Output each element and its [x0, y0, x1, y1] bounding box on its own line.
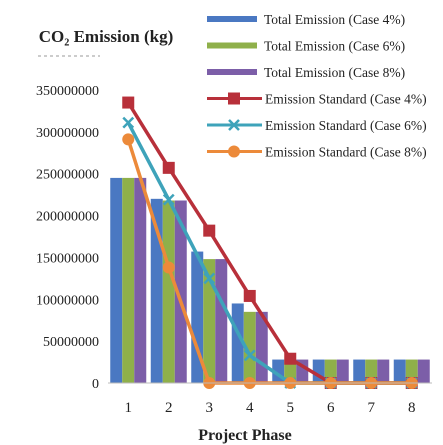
data-point	[122, 96, 135, 109]
data-point	[243, 289, 256, 302]
x-axis-title: Project Phase	[198, 427, 291, 444]
x-tick-label: 4	[246, 400, 254, 416]
legend-label: Total Emission (Case 6%)	[264, 39, 405, 54]
legend-marker	[228, 145, 240, 158]
data-point	[162, 161, 175, 174]
x-tick-label: 5	[287, 400, 295, 416]
y-tick-label: 100000000	[36, 293, 99, 308]
x-tick-label: 1	[125, 400, 133, 416]
data-point	[122, 133, 135, 146]
x-tick-label: 8	[408, 400, 416, 416]
legend-swatch	[207, 42, 257, 49]
y-tick-label: 150000000	[36, 251, 99, 266]
data-point	[162, 261, 175, 274]
x-tick-label: 7	[368, 400, 376, 416]
y-tick-label: 250000000	[36, 168, 99, 183]
data-point	[203, 272, 216, 285]
data-point	[243, 349, 256, 362]
legend-swatch	[207, 16, 257, 22]
bar	[393, 359, 406, 383]
data-point	[284, 352, 297, 365]
bar	[417, 359, 430, 383]
data-point	[162, 193, 175, 206]
legend-label: Total Emission (Case 8%)	[264, 65, 405, 80]
axes-layer: 0 50000000 100000000 150000000 200000000 2500…	[36, 84, 432, 416]
legend-label: Emission Standard (Case 4%)	[265, 92, 427, 107]
y-tick-label: 200000000	[36, 210, 99, 225]
legend-label: Emission Standard (Case 6%)	[265, 118, 427, 133]
y-tick-label: 50000000	[43, 335, 99, 350]
bar	[162, 200, 175, 383]
y-tick-label: 0	[92, 377, 99, 392]
data-point	[203, 224, 216, 237]
x-tick-label: 3	[206, 400, 214, 416]
bar	[243, 311, 256, 383]
x-tick-label: 2	[165, 400, 173, 416]
bar	[284, 359, 297, 383]
legend: Total Emission (Case 4%) Total Emission (…	[207, 12, 427, 160]
legend-marker	[228, 119, 240, 131]
y-tick-label: 350000000	[36, 84, 99, 99]
data-point	[122, 116, 135, 129]
bar	[191, 251, 204, 383]
legend-label: Emission Standard (Case 8%)	[265, 145, 427, 160]
bar	[203, 259, 216, 383]
chart-title: CO₂ Emission (kg)	[39, 27, 174, 46]
bar	[134, 177, 147, 383]
bar	[150, 198, 163, 383]
bar	[377, 359, 390, 383]
legend-swatch	[207, 69, 257, 75]
bar	[353, 359, 366, 383]
bar	[336, 359, 349, 383]
x-tick-label: 6	[327, 400, 335, 416]
bar	[122, 177, 135, 383]
bar	[215, 259, 228, 383]
y-tick-label: 300000000	[36, 126, 99, 141]
legend-marker	[228, 92, 240, 105]
bars-layer	[110, 177, 430, 383]
legend-label: Total Emission (Case 4%)	[264, 12, 405, 27]
bar	[174, 200, 187, 383]
bar	[110, 177, 123, 383]
